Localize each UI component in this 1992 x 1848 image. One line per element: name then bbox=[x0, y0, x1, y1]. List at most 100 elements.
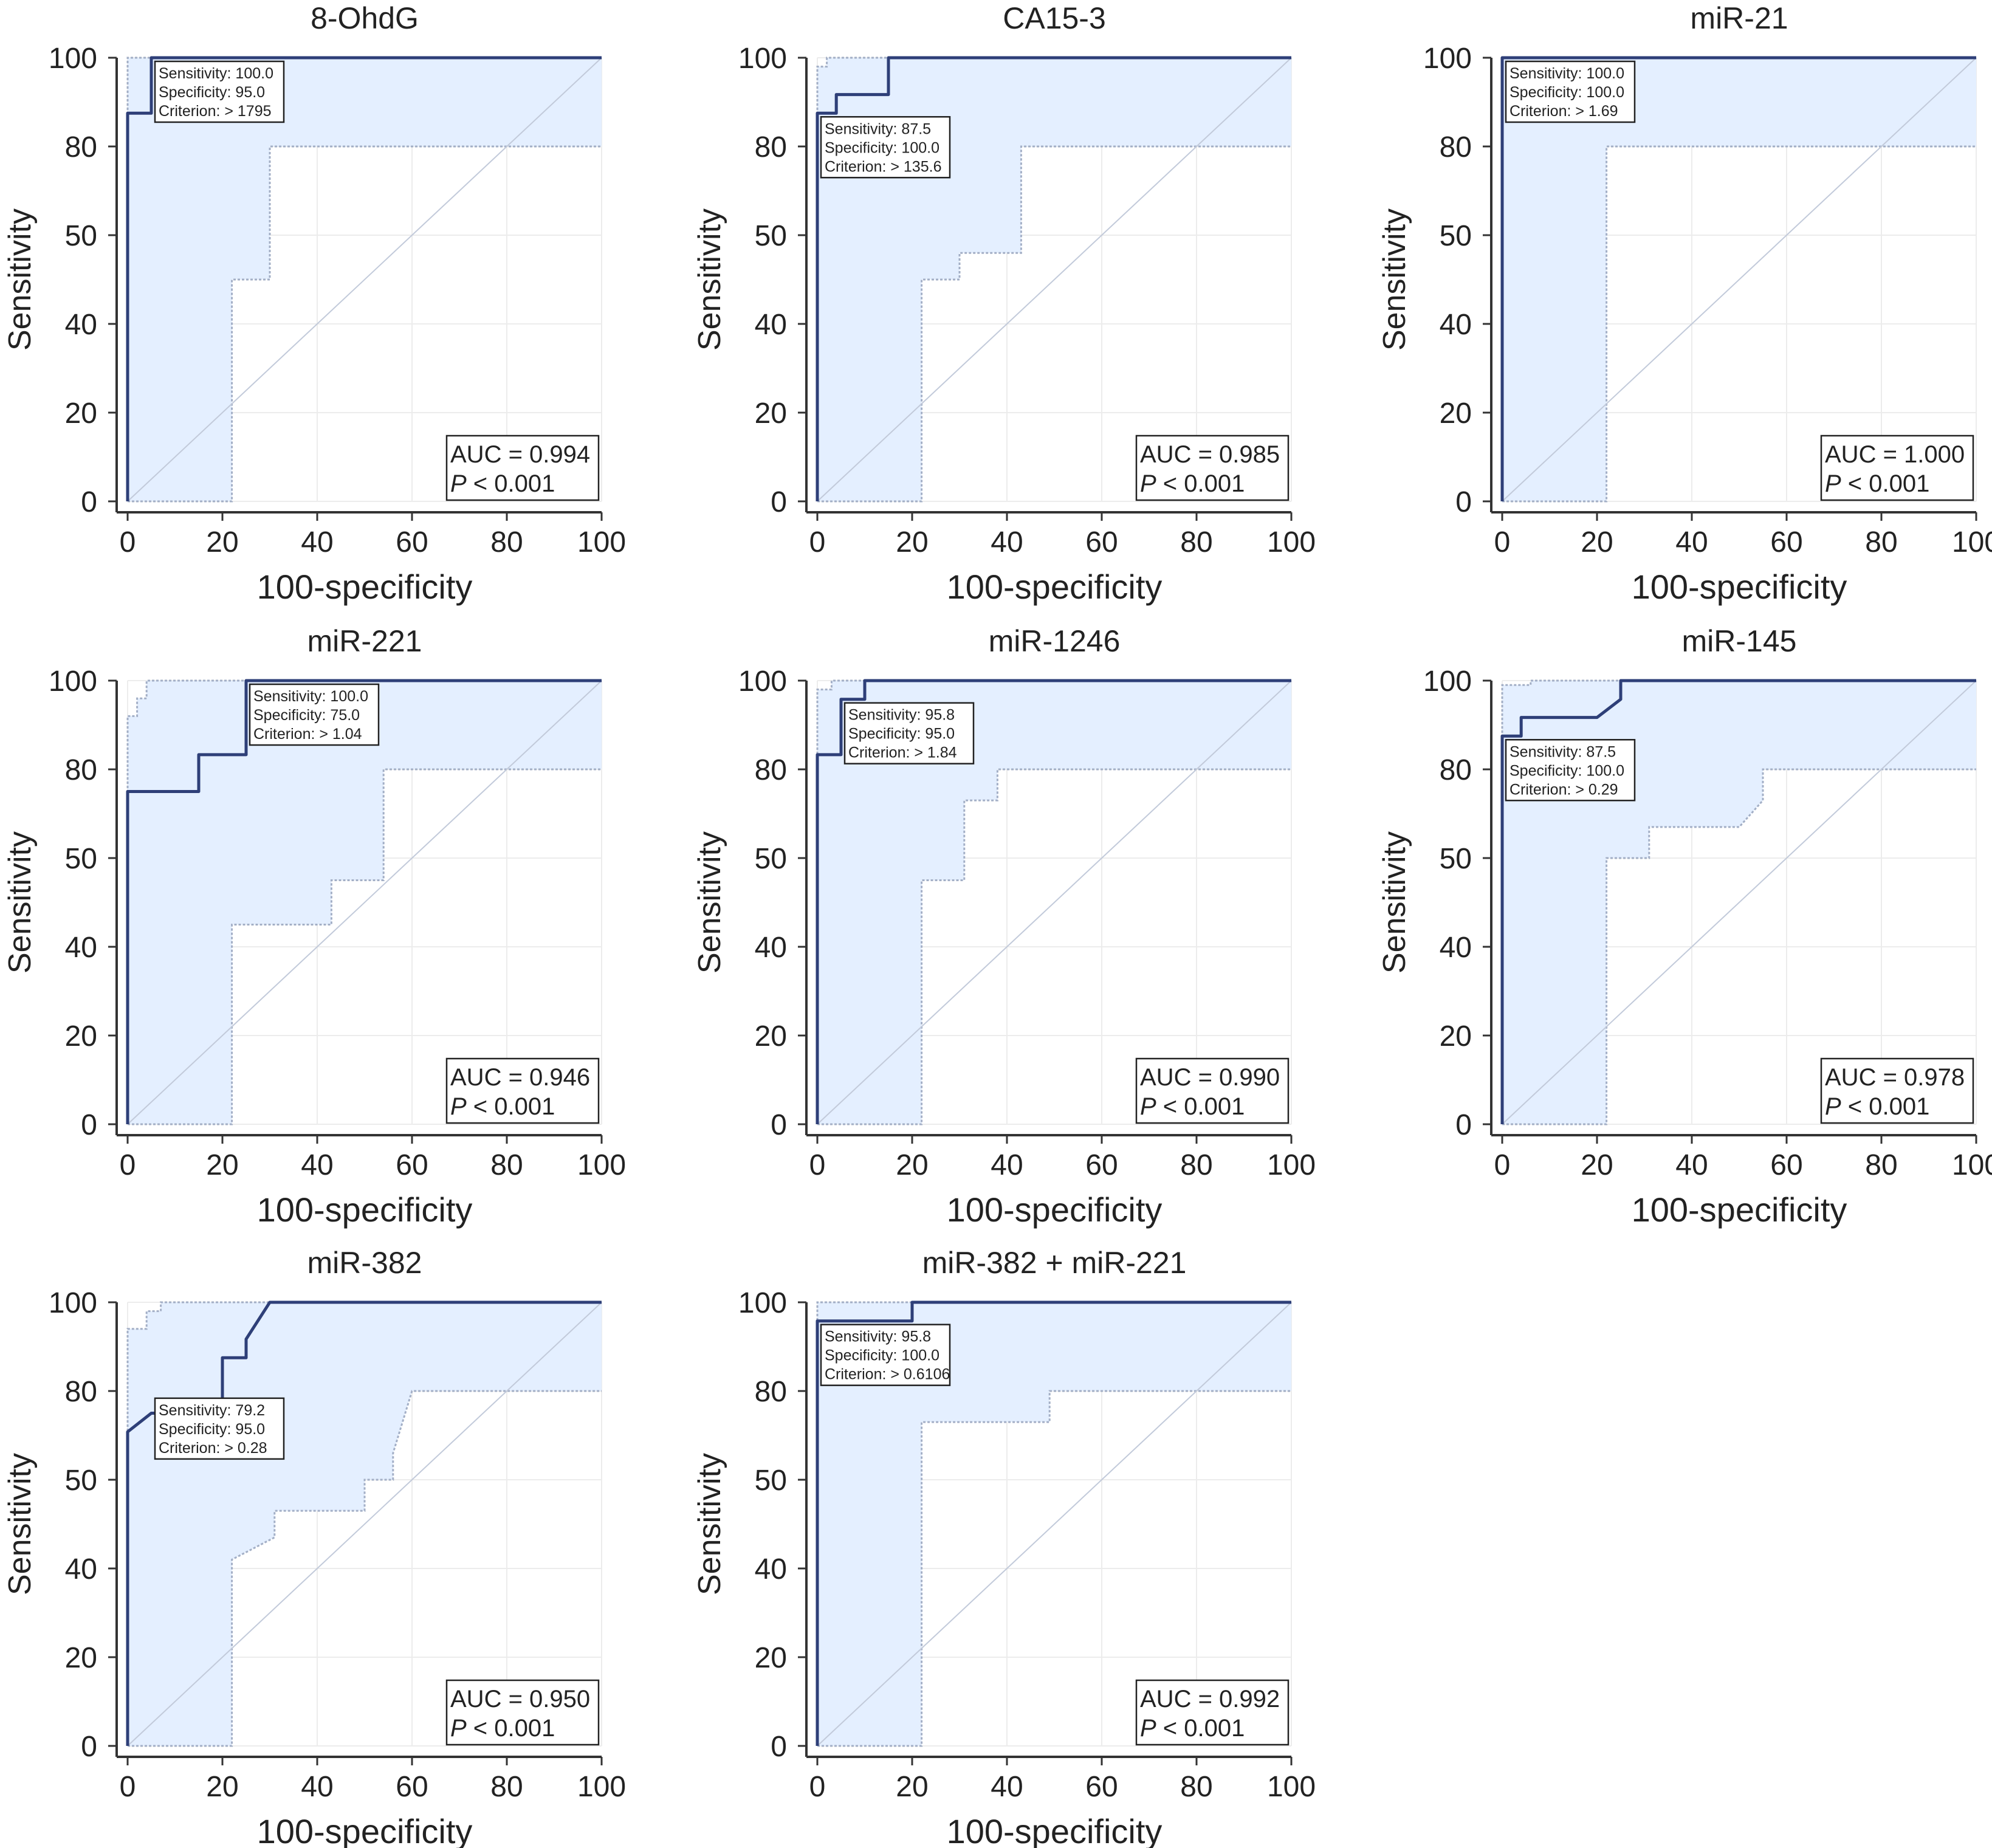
auc-box: AUC = 0.950 P < 0.001 bbox=[445, 1679, 600, 1746]
x-tick-label: 60 bbox=[1770, 526, 1802, 558]
y-tick-label: 40 bbox=[1440, 932, 1472, 964]
criterion-specificity: Specificity: 100.0 bbox=[1509, 762, 1624, 779]
p-value-text: < 0.001 bbox=[1156, 1715, 1245, 1742]
p-value-text: < 0.001 bbox=[1841, 1093, 1930, 1120]
p-symbol: P bbox=[1140, 1715, 1156, 1742]
criterion-value: Criterion: > 0.6106 bbox=[825, 1366, 950, 1383]
x-tick-label: 40 bbox=[991, 1771, 1023, 1803]
y-tick-label: 80 bbox=[755, 131, 787, 163]
roc-curve bbox=[816, 56, 1291, 501]
criterion-specificity: Specificity: 95.0 bbox=[848, 726, 955, 743]
x-tick-label: 0 bbox=[1494, 526, 1511, 558]
auc-value: AUC = 0.985 bbox=[1140, 441, 1280, 468]
roc-curve bbox=[816, 1300, 1291, 1746]
roc-panel: 00 20 20 40 40 60 50 80 80 100 100 8-OhdG 100-specif… bbox=[2, 1, 626, 606]
criterion-sensitivity: Sensitivity: 95.8 bbox=[825, 1328, 931, 1345]
x-tick-label: 60 bbox=[1085, 526, 1118, 558]
criterion-value: Criterion: > 0.28 bbox=[159, 1440, 267, 1457]
x-axis-label: 100-specificity bbox=[1632, 568, 1847, 606]
x-axis-label: 100-specificity bbox=[947, 1812, 1163, 1848]
criterion-value: Criterion: > 0.29 bbox=[1509, 781, 1618, 798]
y-axis-label: Sensitivity bbox=[2, 208, 38, 351]
ci-lower-line bbox=[128, 768, 602, 1125]
x-tick-label: 60 bbox=[1770, 1149, 1802, 1181]
ci-lower-line bbox=[1502, 768, 1976, 1125]
auc-box-frame bbox=[1135, 1679, 1290, 1746]
criterion-value: Criterion: > 1795 bbox=[159, 103, 272, 120]
y-tick-label: 50 bbox=[755, 1465, 787, 1497]
y-tick-label: 100 bbox=[49, 665, 97, 698]
x-tick-label: 40 bbox=[301, 1149, 333, 1181]
criterion-box: Sensitivity: 87.5 Specificity: 100.0 Crite… bbox=[1505, 739, 1636, 802]
criterion-box-frame bbox=[843, 702, 975, 764]
auc-value: AUC = 0.992 bbox=[1140, 1686, 1280, 1712]
x-tick-label: 40 bbox=[301, 1771, 333, 1803]
y-tick-label: 20 bbox=[755, 1020, 787, 1053]
x-tick-label: 80 bbox=[1865, 1149, 1897, 1181]
ci-lower-line bbox=[1502, 145, 1976, 503]
roc-curve bbox=[1500, 679, 1976, 1124]
x-tick-label: 80 bbox=[1180, 526, 1212, 558]
y-tick-label: 80 bbox=[65, 1376, 97, 1408]
p-value: P < 0.001 bbox=[1825, 470, 1929, 497]
criterion-box-frame bbox=[154, 1397, 285, 1460]
x-tick-label: 40 bbox=[991, 1149, 1023, 1181]
p-symbol: P bbox=[450, 1093, 467, 1120]
x-tick-label: 20 bbox=[1581, 1149, 1613, 1181]
criterion-sensitivity: Sensitivity: 79.2 bbox=[159, 1402, 265, 1419]
p-value-text: < 0.001 bbox=[467, 470, 555, 497]
x-tick-label: 80 bbox=[1180, 1149, 1212, 1181]
roc-panel: 00 20 20 40 40 60 50 80 80 100 100 miR-382 + miR-22… bbox=[692, 1246, 1316, 1848]
criterion-value: Criterion: > 1.04 bbox=[253, 726, 362, 743]
roc-curve bbox=[126, 679, 602, 1124]
criterion-sensitivity: Sensitivity: 100.0 bbox=[1509, 65, 1624, 82]
p-symbol: P bbox=[1140, 1093, 1156, 1120]
y-tick-label: 50 bbox=[1440, 843, 1472, 875]
y-tick-label: 100 bbox=[738, 43, 787, 75]
x-tick-label: 100 bbox=[1952, 526, 1992, 558]
x-tick-label: 40 bbox=[1675, 526, 1708, 558]
criterion-specificity: Specificity: 95.0 bbox=[159, 84, 265, 101]
p-value-text: < 0.001 bbox=[1156, 1093, 1245, 1120]
auc-value: AUC = 0.950 bbox=[450, 1686, 590, 1712]
y-tick-label: 0 bbox=[81, 486, 97, 518]
x-tick-label: 20 bbox=[896, 1771, 928, 1803]
x-tick-label: 0 bbox=[120, 1149, 136, 1181]
auc-box-frame bbox=[1135, 435, 1290, 501]
x-tick-label: 100 bbox=[577, 526, 626, 558]
x-tick-label: 80 bbox=[490, 1149, 523, 1181]
y-tick-label: 100 bbox=[738, 665, 787, 698]
x-tick-label: 80 bbox=[1180, 1771, 1212, 1803]
criterion-sensitivity: Sensitivity: 87.5 bbox=[1509, 743, 1616, 760]
y-tick-label: 100 bbox=[49, 1287, 97, 1319]
ci-upper-line bbox=[126, 679, 602, 1124]
roc-panel: 00 20 20 40 40 60 50 80 80 100 100 CA15-3 100-specif… bbox=[692, 1, 1316, 606]
reference-diagonal bbox=[127, 57, 602, 502]
x-tick-label: 80 bbox=[490, 1771, 523, 1803]
auc-box-frame bbox=[1135, 1057, 1290, 1124]
roc-curve bbox=[1500, 56, 1976, 501]
x-tick-label: 20 bbox=[206, 1149, 238, 1181]
x-tick-label: 20 bbox=[896, 526, 928, 558]
confidence-band bbox=[817, 1302, 1291, 1746]
x-tick-label: 100 bbox=[1267, 1149, 1316, 1181]
criterion-box: Sensitivity: 95.8 Specificity: 100.0 Crite… bbox=[820, 1324, 951, 1386]
x-axis-label: 100-specificity bbox=[257, 1190, 473, 1229]
y-tick-label: 20 bbox=[755, 397, 787, 430]
chart-title: miR-145 bbox=[1682, 624, 1797, 658]
criterion-box-frame bbox=[249, 683, 380, 746]
y-tick-label: 40 bbox=[65, 932, 97, 964]
p-value: P < 0.001 bbox=[450, 1715, 555, 1742]
ci-lower-line bbox=[128, 145, 602, 503]
x-tick-label: 60 bbox=[1085, 1149, 1118, 1181]
criterion-specificity: Specificity: 100.0 bbox=[825, 139, 939, 156]
reference-diagonal bbox=[127, 680, 602, 1125]
p-symbol: P bbox=[450, 1715, 467, 1742]
y-tick-label: 100 bbox=[1423, 665, 1472, 698]
chart-title: miR-21 bbox=[1690, 1, 1788, 35]
chart-title: miR-1246 bbox=[989, 624, 1121, 658]
auc-box: AUC = 0.992 P < 0.001 bbox=[1135, 1679, 1290, 1746]
y-tick-label: 20 bbox=[1440, 1020, 1472, 1053]
ci-lower-line bbox=[128, 1390, 602, 1747]
